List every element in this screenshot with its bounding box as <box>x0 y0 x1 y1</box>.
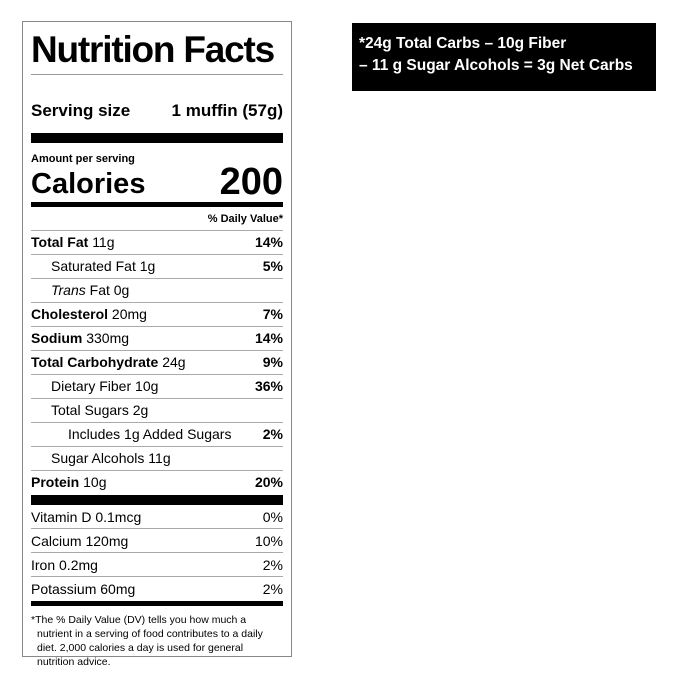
nutrient-name: Total Sugars <box>51 402 129 418</box>
nutrient-amount: 11g <box>148 450 171 466</box>
nutrient-row: Total Sugars 2g <box>31 399 283 423</box>
vitamin-dv: 2% <box>262 557 283 573</box>
serving-size-label: Serving size <box>31 101 131 120</box>
label-title: Nutrition Facts <box>31 26 283 75</box>
nutrient-row: Trans Fat 0g <box>31 279 283 303</box>
nutrient-amount: 330mg <box>86 330 130 346</box>
nutrient-row: Includes 1g Added Sugars 2% <box>31 423 283 447</box>
daily-value-header: % Daily Value* <box>31 207 283 231</box>
vitamin-row: Potassium 60mg 2% <box>31 577 283 601</box>
amount-per-serving: Amount per serving <box>31 153 135 165</box>
vitamin-row: Iron 0.2mg 2% <box>31 553 283 577</box>
calories-row: Calories 200 <box>31 161 283 203</box>
nutrient-name: Protein <box>31 474 80 490</box>
vitamin-name: Potassium 60mg <box>31 581 136 597</box>
vitamin-dv: 2% <box>262 581 283 597</box>
nutrient-name: Sugar Alcohols <box>51 450 145 466</box>
net-carbs-line-2: – 11 g Sugar Alcohols = 3g Net Carbs <box>359 57 633 74</box>
nutrient-amount: 0g <box>113 282 130 298</box>
net-carbs-note: *24g Total Carbs – 10g Fiber – 11 g Suga… <box>352 23 656 91</box>
nutrient-row: Total Carbohydrate 24g 9% <box>31 351 283 375</box>
nutrient-dv: 5% <box>262 258 283 274</box>
nutrient-dv: 14% <box>254 330 283 346</box>
nutrient-row: Saturated Fat 1g 5% <box>31 255 283 279</box>
vitamin-row: Calcium 120mg 10% <box>31 529 283 553</box>
vitamin-name: Calcium 120mg <box>31 533 129 549</box>
footnote: *The % Daily Value (DV) tells you how mu… <box>31 614 263 668</box>
divider-medium <box>31 202 283 207</box>
nutrient-amount: 11g <box>92 234 115 250</box>
nutrient-name: Fat <box>89 282 110 298</box>
divider-thick <box>31 133 283 143</box>
vitamin-dv: 0% <box>262 509 283 525</box>
vitamin-row: Vitamin D 0.1mcg 0% <box>31 505 283 529</box>
serving-size-value: 1 muffin (57g) <box>171 101 283 120</box>
nutrient-name: Dietary Fiber <box>51 378 132 394</box>
vitamin-name: Iron 0.2mg <box>31 557 98 573</box>
nutrient-row: Protein 10g 20% <box>31 471 283 495</box>
serving-size: Serving size 1 muffin (57g) <box>31 100 283 122</box>
nutrient-row: Sugar Alcohols 11g <box>31 447 283 471</box>
nutrient-dv: 9% <box>262 354 283 370</box>
nutrient-dv: 36% <box>254 378 283 394</box>
nutrient-name: Saturated Fat <box>51 258 136 274</box>
nutrient-name: Total Carbohydrate <box>31 354 159 370</box>
nutrient-name: Cholesterol <box>31 306 109 322</box>
nutrient-row: Cholesterol 20mg 7% <box>31 303 283 327</box>
calories-value: 200 <box>219 161 283 203</box>
nutrient-row: Total Fat 11g 14% <box>31 231 283 255</box>
nutrient-amount: 2g <box>132 402 149 418</box>
nutrient-row: Sodium 330mg 14% <box>31 327 283 351</box>
nutrition-facts-label: Nutrition Facts Serving size 1 muffin (5… <box>22 21 292 668</box>
nutrient-dv: 7% <box>262 306 283 322</box>
nutrient-name: Total Fat <box>31 234 89 250</box>
nutrient-name: Trans <box>51 282 86 298</box>
nutrient-dv: 2% <box>262 426 283 442</box>
nutrient-dv: 14% <box>254 234 283 250</box>
nutrient-amount: 10g <box>83 474 107 490</box>
divider-thick <box>31 495 283 505</box>
vitamin-dv: 10% <box>254 533 283 549</box>
vitamin-name: Vitamin D 0.1mcg <box>31 509 142 525</box>
divider-medium <box>31 601 283 606</box>
nutrient-name: Sodium <box>31 330 83 346</box>
calories-label: Calories <box>31 168 146 200</box>
nutrient-row: Dietary Fiber 10g 36% <box>31 375 283 399</box>
nutrient-amount: 10g <box>135 378 159 394</box>
nutrient-amount: 24g <box>162 354 186 370</box>
net-carbs-line-1: *24g Total Carbs – 10g Fiber <box>359 35 567 52</box>
nutrient-name: Includes 1g Added Sugars <box>68 426 232 442</box>
nutrient-amount: 1g <box>139 258 156 274</box>
nutrient-amount: 20mg <box>111 306 147 322</box>
nutrient-dv: 20% <box>254 474 283 490</box>
